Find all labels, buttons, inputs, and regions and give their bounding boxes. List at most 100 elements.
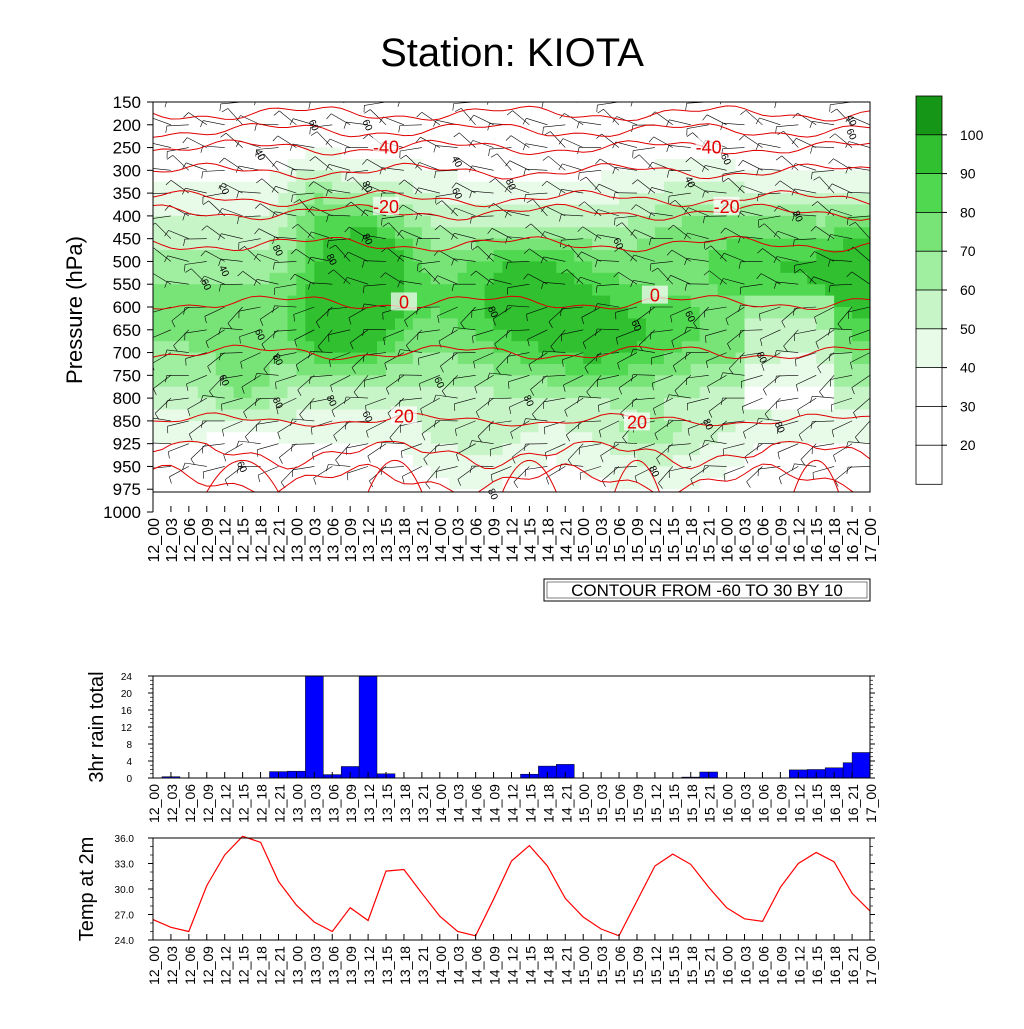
rh-cell (825, 375, 835, 387)
rh-cell (413, 353, 423, 365)
rh-cell (601, 296, 611, 308)
rh-cell (296, 216, 306, 228)
rh-cell (753, 478, 763, 490)
rh-cell (314, 489, 324, 501)
rh-cell (601, 148, 611, 160)
rh-cell (565, 387, 575, 399)
wind-barb (813, 96, 834, 102)
rh-cell (682, 489, 692, 501)
rh-cell (350, 375, 360, 387)
rh-cell (825, 421, 835, 433)
rh-cell (574, 489, 584, 501)
rh-cell (512, 273, 522, 285)
rh-cell (261, 102, 271, 114)
rh-cell (520, 261, 530, 273)
rh-cell (207, 353, 217, 365)
rh-cell (807, 239, 817, 251)
rh-cell (350, 205, 360, 217)
time-tick-label: 15_18 (684, 946, 700, 985)
rh-cell (270, 136, 280, 148)
rh-cell (261, 205, 271, 217)
rh-cell (449, 455, 459, 467)
time-tick-label: 15_12 (648, 518, 665, 563)
rh-cell (834, 239, 844, 251)
rh-cell (691, 330, 701, 342)
rh-cell (673, 307, 683, 319)
rh-cell (538, 478, 548, 490)
rh-cell (520, 432, 530, 444)
rh-cell (305, 501, 315, 513)
rh-cell (745, 318, 755, 330)
rh-cell (780, 375, 790, 387)
rh-cell (664, 489, 674, 501)
rh-cell (458, 398, 468, 410)
time-tick-label: 13_00 (289, 784, 305, 823)
rh-cell (467, 375, 477, 387)
time-tick-label: 15_15 (666, 784, 682, 823)
rh-cell (431, 284, 441, 296)
rh-cell (655, 364, 665, 376)
rh-cell (341, 273, 351, 285)
rh-cell (198, 364, 208, 376)
rh-cell (350, 330, 360, 342)
rh-cell (574, 261, 584, 273)
rh-cell (789, 148, 799, 160)
rh-cell (440, 148, 450, 160)
rh-cell (718, 478, 728, 490)
rh-cell (592, 375, 602, 387)
rh-cell (287, 455, 297, 467)
rh-cell (404, 239, 414, 251)
rh-cell (807, 398, 817, 410)
rh-cell (189, 227, 199, 239)
rh-cell (798, 182, 808, 194)
rh-cell (287, 250, 297, 262)
rh-cell (153, 136, 163, 148)
wind-barb (242, 90, 261, 102)
rh-cell (753, 489, 763, 501)
rh-cell (314, 216, 324, 228)
rh-cell (745, 261, 755, 273)
rain-bar (305, 676, 323, 778)
time-tick-label: 16_09 (773, 784, 789, 823)
rh-cell (753, 318, 763, 330)
rh-cell (789, 284, 799, 296)
rh-cell (243, 148, 253, 160)
wind-barb-flag (148, 194, 149, 201)
rh-cell (520, 501, 530, 513)
rh-cell (745, 387, 755, 399)
rh-cell (287, 330, 297, 342)
rh-cell (798, 284, 808, 296)
rh-cell (234, 353, 244, 365)
rh-cell (189, 341, 199, 353)
rh-cell (601, 489, 611, 501)
rh-cell (547, 501, 557, 513)
rh-cell (655, 148, 665, 160)
rh-cell (350, 432, 360, 444)
wind-barb (281, 86, 296, 102)
rh-cell (198, 330, 208, 342)
rain-tick-label: 16 (121, 706, 133, 717)
time-tick-label: 12_03 (164, 784, 180, 823)
rh-cell (189, 501, 199, 513)
rh-cell (718, 239, 728, 251)
rh-cell (350, 387, 360, 399)
time-tick-label: 14_06 (469, 518, 486, 563)
rh-cell (261, 170, 271, 182)
rh-cell (646, 227, 656, 239)
rh-cell (709, 273, 719, 285)
rh-cell (296, 273, 306, 285)
rh-cell (377, 273, 387, 285)
rh-cell (691, 261, 701, 273)
rh-cell (610, 398, 620, 410)
rh-cell (673, 102, 683, 114)
rh-cell (404, 387, 414, 399)
rh-cell (216, 216, 226, 228)
wind-barb-flag (147, 92, 151, 98)
rh-cell (153, 102, 163, 114)
wind-barb-flag (185, 88, 191, 92)
rh-cell (780, 330, 790, 342)
rh-cell (718, 182, 728, 194)
